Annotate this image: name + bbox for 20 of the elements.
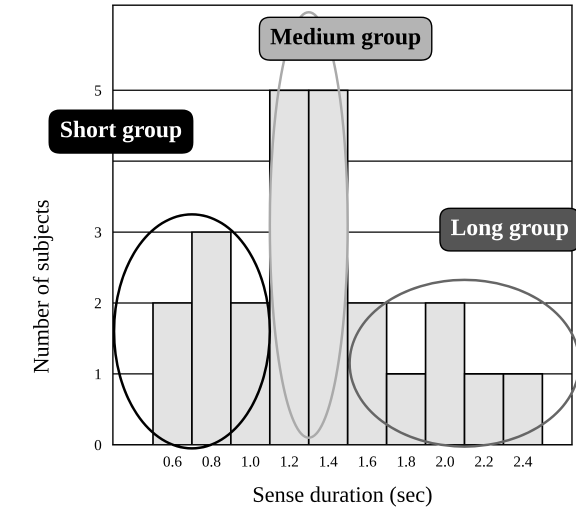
annotation: Long group <box>450 220 568 240</box>
y-tick-label: 0 <box>94 440 102 450</box>
x-tick-label: 1.8 <box>398 456 416 467</box>
x-tick-label: 0.8 <box>202 456 220 467</box>
annotation: Short group <box>61 120 182 142</box>
y-axis-title: Number of subjects <box>32 200 54 373</box>
x-tick-label: 1.0 <box>242 456 260 467</box>
x-tick-label: 1.4 <box>320 456 338 467</box>
annotation: Medium group <box>270 28 420 50</box>
x-tick-label: 0.6 <box>164 456 182 467</box>
x-axis-title: Sense duration (sec) <box>254 486 432 507</box>
y-tick-label: 2 <box>94 298 101 308</box>
x-tick-label: 1.6 <box>358 456 376 467</box>
x-tick-label: 1.2 <box>281 456 298 467</box>
y-tick-label: 3 <box>94 227 102 238</box>
y-tick-label: 1 <box>95 369 101 380</box>
x-tick-label: 2.4 <box>514 456 532 467</box>
y-tick-label: 5 <box>95 86 102 96</box>
x-tick-label: 2.2 <box>475 456 493 467</box>
x-tick-label: 2.0 <box>436 456 454 467</box>
